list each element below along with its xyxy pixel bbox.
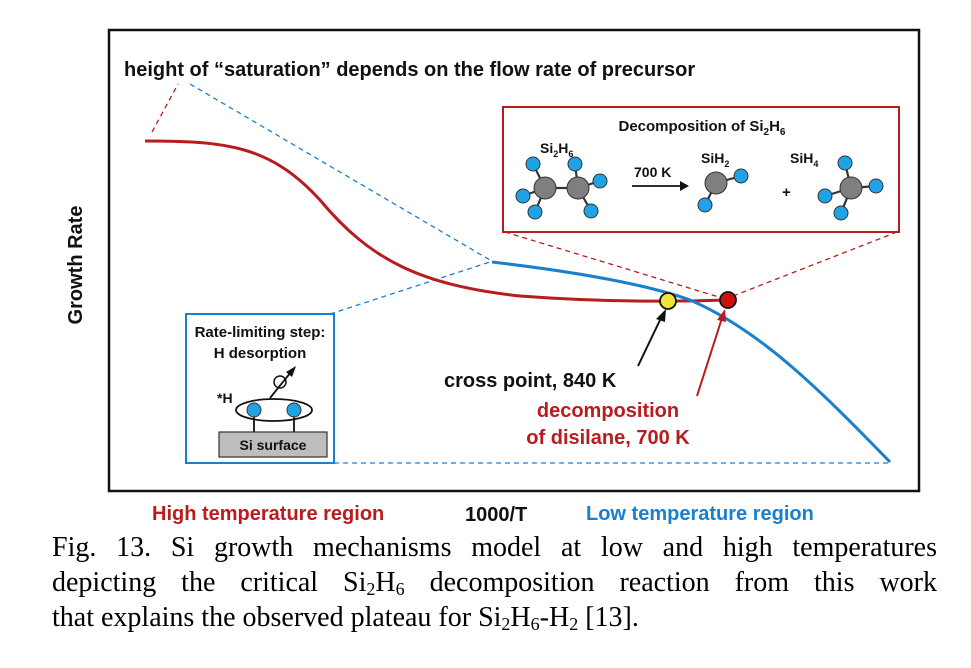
caption-line-1: Fig. 13. Si growth mechanisms model at l… [52, 532, 937, 563]
h-label: *H [217, 390, 233, 406]
cross-point-arrowhead [656, 309, 666, 322]
decomposition-marker [719, 291, 737, 309]
si-surface-label: Si surface [240, 437, 307, 453]
product2-label: SiH4 [790, 150, 818, 169]
si2h6-molecule-icon [515, 156, 608, 220]
bond-ellipse [235, 398, 313, 422]
cross-point-marker [659, 292, 677, 310]
decomposition-label-line1: decomposition [537, 400, 679, 422]
surface-h-atom-icon [286, 402, 302, 418]
saturation-title: height of “saturation” depends on the fl… [124, 59, 695, 81]
decomposition-arrow [696, 317, 723, 397]
y-axis-label: Growth Rate [65, 206, 87, 325]
rate-box-line1: Rate-limiting step: [195, 324, 326, 341]
decomposition-box-title: Decomposition of Si2H6 [619, 118, 786, 138]
si-surface-block [218, 431, 328, 458]
blue-growth-curve [491, 260, 892, 464]
title-pointer-blue [189, 83, 491, 261]
decomposition-arrowhead [717, 309, 726, 322]
figure-caption: Fig. 13. Si growth mechanisms model at l… [52, 530, 937, 635]
desorption-arrowhead [286, 366, 296, 377]
low-temp-region-label: Low temperature region [586, 503, 814, 525]
title-pointer-red [151, 83, 179, 133]
decomp-box-pointer-left [504, 231, 723, 299]
x-axis-label: 1000/T [465, 504, 527, 526]
reaction-arrowhead [680, 181, 689, 191]
desorption-arrow [269, 371, 292, 399]
caption-line-3: that explains the observed plateau for S… [52, 602, 639, 634]
reactant-label: Si2H6 [540, 140, 573, 159]
red-growth-curve [144, 139, 729, 303]
sih2-molecule-icon [697, 168, 749, 213]
rate-limiting-box: Rate-limiting step: H desorption *H Si s… [185, 313, 335, 464]
cross-point-label: cross point, 840 K [444, 370, 617, 392]
high-temp-region-label: High temperature region [152, 503, 384, 525]
reaction-condition: 700 K [634, 164, 671, 180]
plus-sign: + [782, 184, 791, 201]
cross-point-arrow [637, 317, 662, 367]
sih4-molecule-icon [817, 155, 884, 221]
plot-frame [107, 28, 921, 493]
caption-line-2: depicting the critical Si2H6 decompositi… [52, 567, 937, 599]
rate-box-line2: H desorption [214, 345, 307, 362]
decomp-box-pointer-right [727, 231, 898, 299]
decomposition-box: Decomposition of Si2H6 Si2H6 70 [502, 106, 900, 233]
rate-box-pointer-top [329, 261, 491, 315]
surface-h-atom-icon [246, 402, 262, 418]
product1-label: SiH2 [701, 150, 729, 169]
decomposition-label-line2: of disilane, 700 K [526, 427, 690, 449]
desorbed-h-icon [273, 375, 287, 389]
